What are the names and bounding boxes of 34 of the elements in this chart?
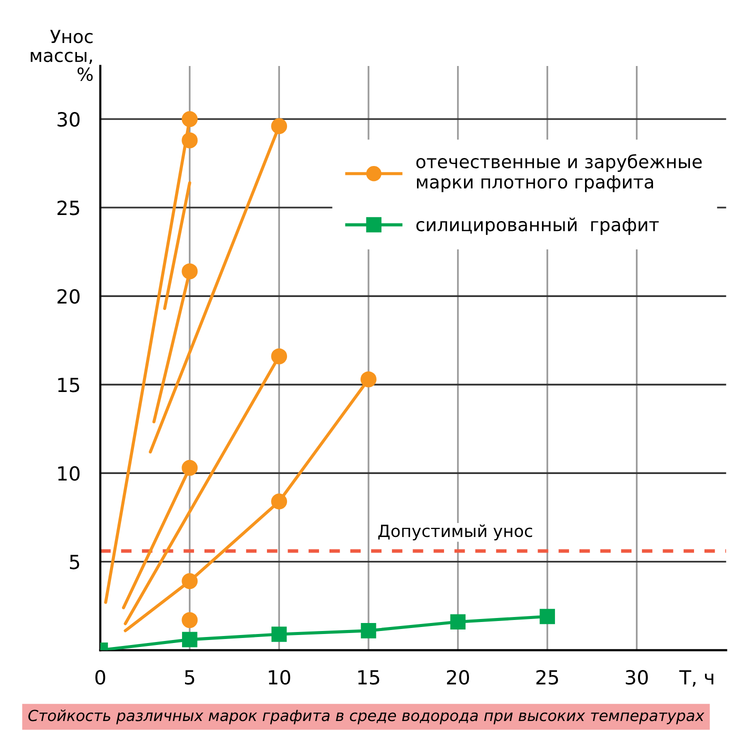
x-tick-label: 10 (268, 670, 290, 685)
point (182, 111, 198, 128)
point (271, 493, 288, 510)
y-axis-title: Унос массы, % (30, 30, 93, 81)
legend-label: силицированный графит (416, 217, 659, 235)
y-tick-label: 20 (58, 289, 80, 304)
x-tick-label: 30 (626, 670, 648, 685)
point (271, 118, 288, 134)
x-tick-label: 20 (446, 670, 469, 685)
text: Стойкость различных марок графита в среде водорода при высоких температурах (28, 709, 704, 724)
y-tick-label: 25 (58, 200, 80, 216)
x-tick-label: 0 (95, 670, 106, 685)
x-tick-label: 25 (536, 670, 558, 685)
point (360, 623, 376, 638)
y-tick-label: 10 (58, 466, 80, 481)
point (540, 608, 555, 624)
legend-label: отечественные и зарубежные марки плотного графита (416, 154, 702, 192)
point (271, 348, 288, 364)
point (182, 632, 198, 648)
point (182, 460, 198, 476)
point (182, 263, 198, 280)
ref-line-label: Допустимый унос (378, 524, 532, 540)
y-tick-label: 30 (58, 112, 80, 127)
point (360, 371, 376, 388)
point (450, 614, 466, 630)
x-tick-label: 5 (185, 670, 194, 685)
x-axis-title: Т, ч (679, 670, 714, 687)
point (271, 626, 287, 642)
point (182, 573, 198, 590)
x-tick-label: 15 (358, 670, 380, 685)
y-tick-label: 15 (58, 378, 80, 392)
point (182, 132, 198, 148)
point (182, 612, 198, 628)
y-tick-label: 5 (70, 554, 80, 570)
